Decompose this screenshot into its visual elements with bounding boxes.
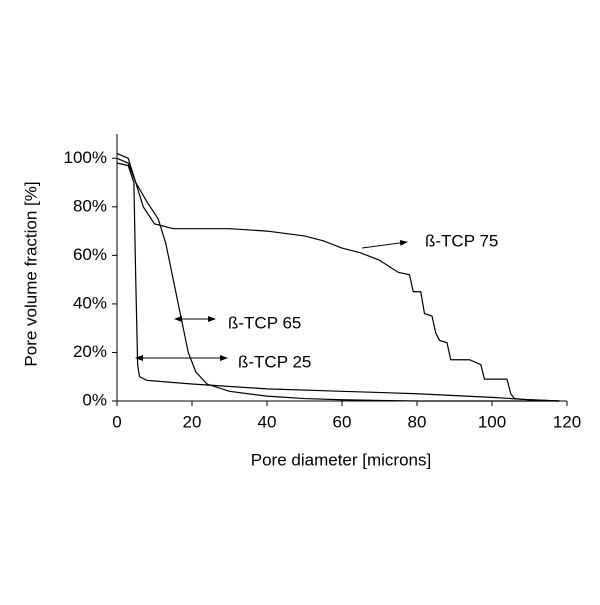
annotation-arrow [361,239,408,249]
y-tick-label: 40% [73,293,107,312]
y-tick-label: 20% [73,342,107,361]
x-tick-label: 80 [408,412,427,431]
series-label: ß-TCP 75 [425,231,498,250]
series-line [116,157,560,402]
series-label: ß-TCP 25 [238,352,311,371]
y-tick-label: 100% [64,148,107,167]
x-tick-label: 120 [553,412,581,431]
y-axis-label: Pore volume fraction [%] [21,181,40,366]
y-tick-label: 0% [82,390,107,409]
series-line [116,152,560,402]
x-tick-label: 100 [478,412,506,431]
y-tick-label: 60% [73,245,107,264]
x-tick-label: 20 [183,412,202,431]
x-tick-label: 0 [112,412,121,431]
x-axis-label: Pore diameter [microns] [251,450,431,469]
x-tick-label: 40 [258,412,277,431]
x-tick-label: 60 [333,412,352,431]
series-line [116,162,560,402]
series-label: ß-TCP 65 [228,313,301,332]
y-tick-label: 80% [73,196,107,215]
